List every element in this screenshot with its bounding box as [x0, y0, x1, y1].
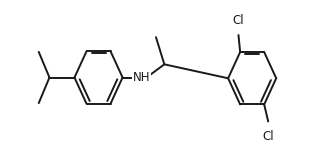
Text: Cl: Cl: [233, 13, 244, 27]
Text: NH: NH: [133, 71, 150, 84]
Text: Cl: Cl: [263, 130, 274, 143]
